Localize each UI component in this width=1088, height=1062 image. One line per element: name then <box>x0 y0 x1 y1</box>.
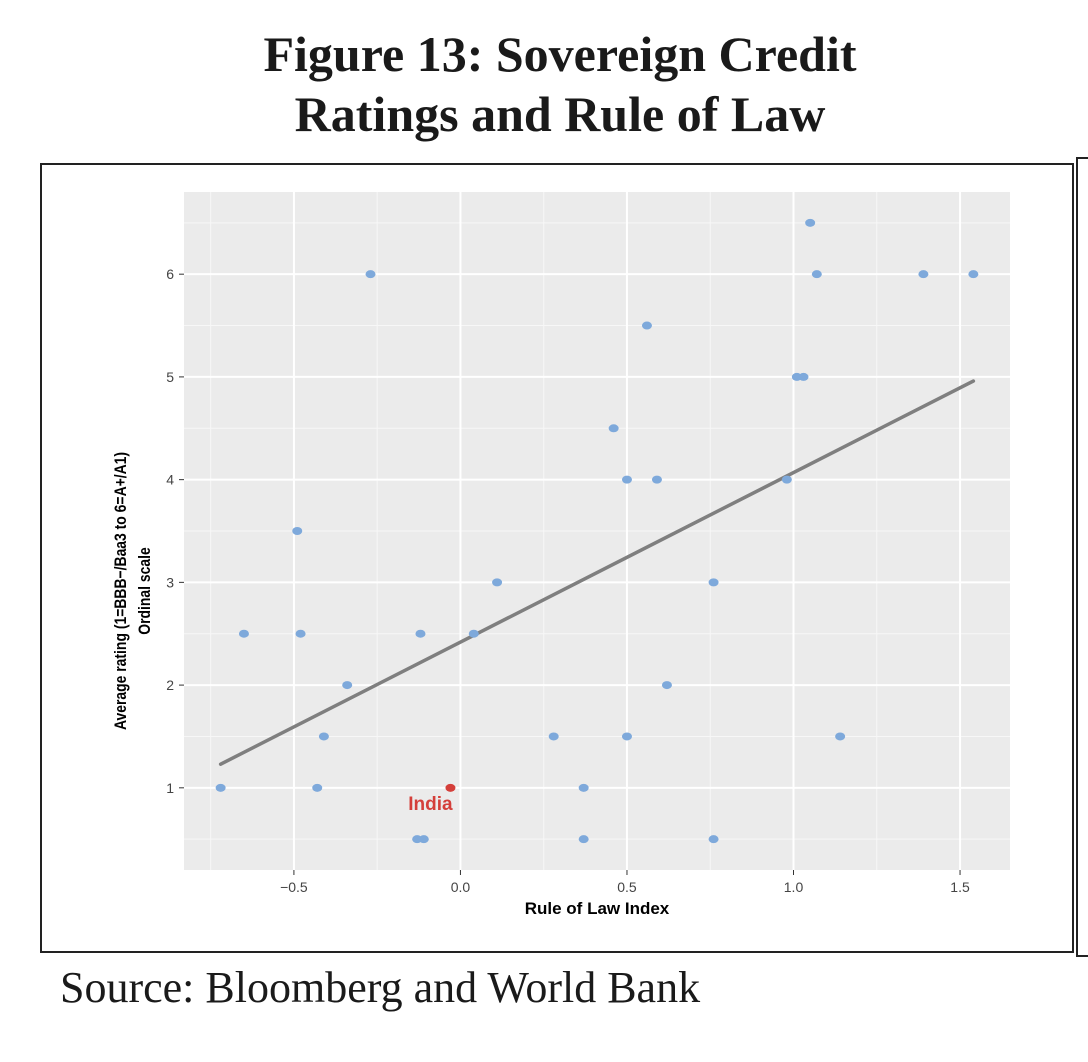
y-tick-label: 1 <box>166 780 174 796</box>
trend-line-group <box>218 379 976 766</box>
data-point <box>312 783 323 792</box>
x-tick-label: 1.5 <box>950 879 970 895</box>
y-tick-label: 4 <box>166 472 174 488</box>
data-point <box>708 578 719 587</box>
y-tick-label: 3 <box>166 574 174 590</box>
source-note: Source: Bloomberg and World Bank <box>60 963 701 1012</box>
data-point <box>708 835 719 844</box>
y-tick-label: 6 <box>166 266 174 282</box>
india-data-point <box>445 783 456 792</box>
figure-title-line1: Figure 13: Sovereign Credit <box>263 26 857 82</box>
data-point <box>968 270 979 279</box>
data-point <box>835 732 846 741</box>
data-point <box>295 629 306 638</box>
grid-major <box>184 192 1010 870</box>
data-point <box>238 629 249 638</box>
chart-frame <box>40 163 1074 953</box>
data-point <box>918 270 929 279</box>
x-tick-label: −0.5 <box>280 879 308 895</box>
data-point <box>468 629 479 638</box>
data-point <box>641 321 652 330</box>
x-axis-ticks: −0.5 0.0 0.5 1.0 1.5 <box>280 870 970 895</box>
adjacent-frame-edge <box>1076 157 1088 957</box>
data-point <box>215 783 226 792</box>
data-point <box>651 475 662 484</box>
data-point <box>811 270 822 279</box>
data-point <box>798 372 809 381</box>
data-point <box>661 681 672 690</box>
x-tick-label: 0.5 <box>617 879 637 895</box>
data-point <box>415 629 426 638</box>
figure-title-line2: Ratings and Rule of Law <box>294 86 826 142</box>
data-point <box>578 835 589 844</box>
data-point <box>548 732 559 741</box>
x-tick-label: 1.0 <box>784 879 804 895</box>
y-axis-ticks: 1 2 3 4 5 6 <box>166 266 184 796</box>
data-point <box>621 475 632 484</box>
data-point <box>492 578 503 587</box>
data-point <box>805 218 816 227</box>
data-point <box>621 732 632 741</box>
data-point <box>608 424 619 433</box>
y-tick-label: 5 <box>166 369 174 385</box>
data-point <box>292 527 303 535</box>
data-point <box>781 475 792 484</box>
data-point <box>318 732 329 741</box>
x-axis-title: Rule of Law Index <box>525 899 670 918</box>
data-point <box>578 783 589 792</box>
y-axis-title-line1: Average rating (1=BBB−/Baa3 to 6=A+/A1) <box>112 452 131 730</box>
data-points <box>215 218 979 844</box>
data-point <box>342 681 353 690</box>
y-tick-label: 2 <box>166 677 174 693</box>
india-label: India <box>408 794 453 815</box>
figure-title: Figure 13: Sovereign Credit Ratings and … <box>0 24 1088 144</box>
x-tick-label: 0.0 <box>451 879 471 895</box>
data-point <box>418 835 429 844</box>
data-point <box>365 270 376 279</box>
y-axis-title-line2: Ordinal scale <box>136 547 155 635</box>
trend-line <box>218 379 976 766</box>
